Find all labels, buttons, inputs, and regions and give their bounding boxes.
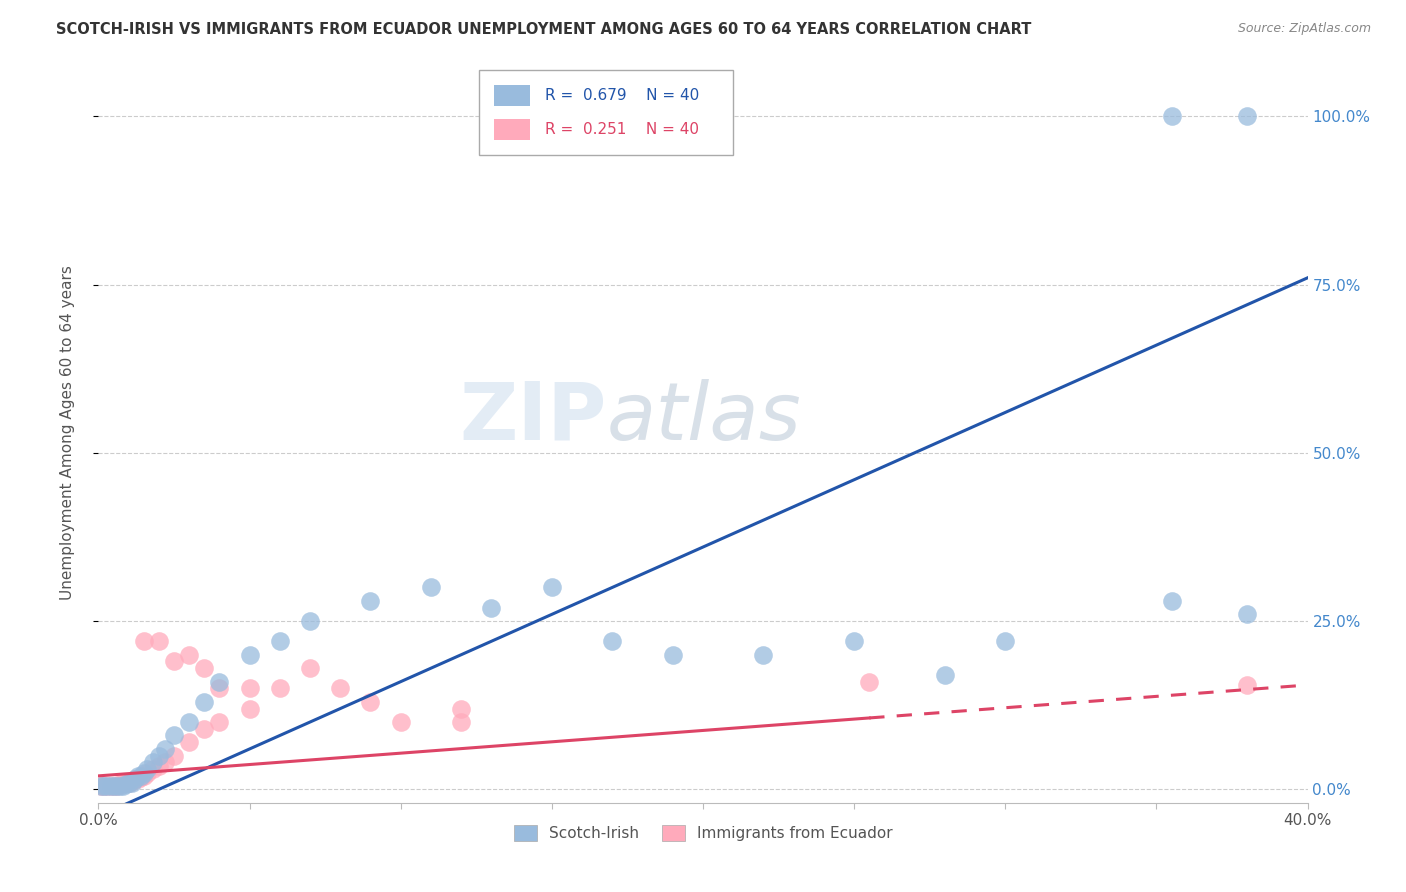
Point: [389, 714, 412, 729]
Legend: Scotch-Irish, Immigrants from Ecuador: Scotch-Irish, Immigrants from Ecuador: [508, 819, 898, 847]
Point: [193, 695, 215, 709]
Point: [153, 756, 176, 770]
Text: R =  0.251    N = 40: R = 0.251 N = 40: [544, 122, 699, 136]
Point: [193, 722, 215, 736]
Point: [450, 714, 472, 729]
Point: [450, 701, 472, 715]
Point: [121, 774, 143, 789]
Point: [602, 634, 624, 648]
Point: [299, 614, 322, 628]
Point: [129, 770, 152, 784]
Point: [121, 775, 143, 789]
Point: [129, 769, 152, 783]
Point: [96, 779, 118, 793]
Point: [132, 765, 155, 780]
Point: [208, 681, 231, 696]
Point: [360, 695, 382, 709]
Point: [163, 655, 186, 669]
Point: [239, 701, 262, 715]
Point: [299, 661, 322, 675]
Point: [360, 594, 382, 608]
Text: atlas: atlas: [606, 379, 801, 457]
Text: Source: ZipAtlas.com: Source: ZipAtlas.com: [1237, 22, 1371, 36]
Point: [114, 775, 136, 789]
Point: [329, 681, 352, 696]
Point: [481, 600, 503, 615]
Point: [132, 634, 155, 648]
Point: [100, 779, 122, 793]
Point: [994, 634, 1017, 648]
Point: [844, 634, 866, 648]
Point: [1236, 678, 1258, 692]
Point: [1160, 109, 1182, 123]
Point: [90, 779, 112, 793]
Point: [269, 634, 291, 648]
Point: [111, 779, 134, 793]
Text: SCOTCH-IRISH VS IMMIGRANTS FROM ECUADOR UNEMPLOYMENT AMONG AGES 60 TO 64 YEARS C: SCOTCH-IRISH VS IMMIGRANTS FROM ECUADOR …: [56, 22, 1032, 37]
Point: [142, 756, 165, 770]
Point: [127, 769, 149, 783]
Point: [420, 581, 443, 595]
Point: [142, 762, 165, 776]
Point: [148, 748, 170, 763]
Point: [269, 681, 291, 696]
Point: [93, 779, 115, 793]
Point: [752, 648, 775, 662]
Point: [124, 772, 146, 787]
Point: [148, 758, 170, 772]
Point: [179, 735, 201, 749]
Point: [93, 779, 115, 793]
Point: [179, 714, 201, 729]
Point: [103, 779, 125, 793]
Point: [118, 775, 141, 789]
Point: [193, 661, 215, 675]
Point: [103, 779, 125, 793]
Bar: [494, 85, 530, 105]
Point: [179, 648, 201, 662]
Point: [114, 777, 136, 791]
Point: [96, 779, 118, 793]
Point: [1236, 109, 1258, 123]
Point: [135, 765, 157, 780]
Point: [934, 668, 956, 682]
FancyBboxPatch shape: [479, 70, 734, 155]
Point: [118, 775, 141, 789]
Point: [105, 779, 128, 793]
Point: [1236, 607, 1258, 622]
Point: [239, 681, 262, 696]
Point: [90, 779, 112, 793]
Point: [1160, 594, 1182, 608]
Point: [132, 769, 155, 783]
Point: [540, 581, 562, 595]
Text: R =  0.679    N = 40: R = 0.679 N = 40: [544, 87, 699, 103]
Text: ZIP: ZIP: [458, 379, 606, 457]
Point: [239, 648, 262, 662]
Point: [208, 674, 231, 689]
Bar: [494, 119, 530, 140]
Y-axis label: Unemployment Among Ages 60 to 64 years: Unemployment Among Ages 60 to 64 years: [60, 265, 75, 600]
Point: [148, 634, 170, 648]
Point: [100, 779, 122, 793]
Point: [127, 772, 149, 787]
Point: [111, 775, 134, 789]
Point: [858, 674, 880, 689]
Point: [108, 779, 131, 793]
Point: [208, 714, 231, 729]
Point: [661, 648, 683, 662]
Point: [135, 762, 157, 776]
Point: [163, 748, 186, 763]
Point: [105, 779, 128, 793]
Point: [153, 742, 176, 756]
Point: [108, 777, 131, 791]
Point: [124, 772, 146, 787]
Point: [163, 729, 186, 743]
